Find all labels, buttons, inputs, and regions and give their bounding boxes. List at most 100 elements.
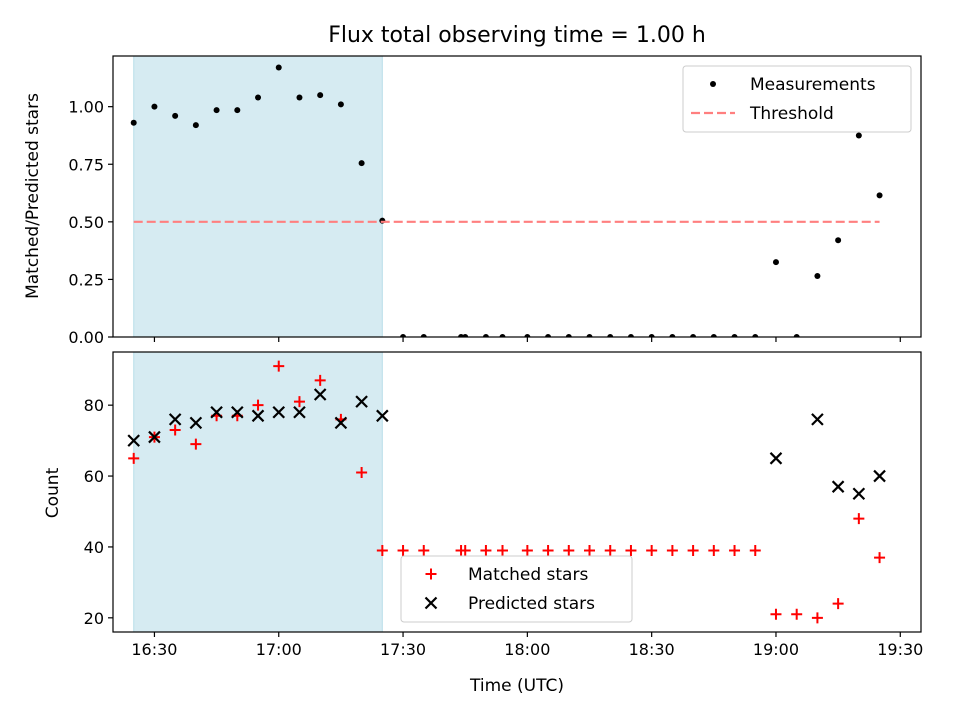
top-y-axis-label: Matched/Predicted stars: [23, 93, 43, 299]
bottom-predicted-stars-point-9: [313, 388, 327, 401]
top-legend-threshold-label: Threshold: [749, 104, 834, 124]
bottom-matched-stars-point-17: [480, 544, 492, 556]
bottom-matched-stars-point-23: [604, 544, 616, 556]
bottom-legend-matched-stars-label: Matched stars: [468, 565, 588, 585]
bottom-matched-stars-point-3: [190, 438, 202, 450]
bottom-predicted-stars-point-15: [831, 480, 845, 493]
bottom-predicted-stars-point-17: [873, 469, 886, 483]
bottom-predicted-stars-point-12: [376, 409, 389, 423]
top-panel: Matched/Predicted stars 0.00 0.25 0.50 0.75…: [23, 55, 922, 347]
top-measurements-point-16: [462, 334, 469, 337]
top-measurements-point-10: [337, 101, 344, 108]
top-y-tick-label-1: 0.25: [68, 270, 104, 289]
top-y-tick-label-2: 0.50: [68, 213, 104, 232]
bottom-matched-stars-point-34: [832, 598, 844, 610]
bottom-predicted-stars-point-4: [210, 405, 223, 419]
bottom-predicted-stars-point-1: [148, 430, 161, 444]
bottom-predicted-stars-point-0: [127, 434, 140, 447]
bottom-matched-stars-point-27: [687, 544, 699, 556]
bottom-matched-stars-point-12: [376, 544, 388, 556]
top-measurements-point-7: [275, 64, 282, 71]
bottom-matched-stars-point-13: [397, 544, 409, 556]
bottom-predicted-stars-point-8: [293, 405, 306, 419]
x-tick-label-4: 18:30: [629, 640, 675, 659]
top-measurements-point-19: [524, 334, 531, 337]
top-y-tick-label-4: 1.00: [68, 98, 104, 117]
bottom-matched-stars-point-33: [811, 612, 823, 624]
top-measurements-point-1: [151, 103, 158, 110]
top-measurements-point-36: [876, 192, 883, 199]
bottom-y-tick-label-2: 60: [84, 467, 104, 486]
bottom-legend-predicted-stars-swatch: [424, 596, 438, 610]
top-measurements-point-32: [793, 334, 800, 337]
bottom-matched-stars-point-20: [542, 544, 554, 556]
bottom-matched-stars-point-24: [625, 544, 637, 556]
top-axes-frame: [112, 55, 922, 338]
bottom-legend-matched-stars-swatch: [425, 568, 437, 580]
bottom-legend-predicted-stars-label: Predicted stars: [468, 594, 595, 614]
bottom-shaded-span: [133, 351, 383, 633]
bottom-legend-box: [400, 555, 633, 623]
bottom-axes-frame: [112, 351, 922, 633]
bottom-matched-stars-point-16: [459, 544, 471, 556]
top-measurements-point-21: [565, 334, 572, 337]
bottom-legend: Matched stars Predicted stars: [400, 555, 633, 623]
top-measurements-point-31: [772, 259, 779, 266]
top-measurements-point-2: [172, 112, 179, 119]
bottom-matched-stars-point-11: [356, 467, 368, 479]
bottom-matched-stars-point-14: [418, 544, 430, 556]
top-measurements-point-4: [213, 107, 220, 114]
top-measurements-point-29: [731, 334, 738, 337]
top-measurements-point-6: [255, 94, 262, 101]
bottom-matched-stars-point-2: [169, 424, 181, 436]
top-measurements-point-23: [607, 334, 614, 337]
bottom-predicted-stars-point-13: [769, 452, 783, 465]
top-measurements-point-27: [690, 334, 697, 337]
bottom-matched-stars-point-26: [666, 544, 678, 556]
top-y-tick-label-3: 0.75: [68, 155, 104, 174]
top-y-tick-label-0: 0.00: [68, 328, 104, 347]
bottom-matched-stars-point-18: [496, 544, 508, 556]
top-measurements-point-26: [669, 334, 676, 337]
top-legend-measurements-swatch: [710, 81, 716, 87]
bottom-matched-stars-point-22: [584, 544, 596, 556]
top-measurements-point-24: [627, 334, 634, 337]
bottom-matched-stars-point-25: [646, 544, 658, 556]
top-measurements-point-3: [192, 122, 199, 129]
bottom-matched-stars-point-0: [128, 452, 140, 464]
top-legend: Measurements Threshold: [682, 65, 912, 133]
top-measurements-point-28: [710, 334, 717, 337]
bottom-predicted-stars-point-14: [811, 413, 824, 426]
top-measurements-point-25: [648, 334, 655, 337]
x-tick-label-3: 18:00: [504, 640, 550, 659]
bottom-matched-stars-point-21: [563, 544, 575, 556]
top-legend-measurements-label: Measurements: [750, 75, 876, 95]
bottom-matched-stars-point-28: [708, 544, 720, 556]
top-measurements-point-14: [420, 334, 427, 337]
top-measurements-point-8: [296, 94, 303, 101]
bottom-panel: Count 16:30 17:00 17:30 18:00 18:30 19:00 19:3…: [43, 351, 923, 659]
bottom-matched-stars-point-9: [314, 374, 326, 386]
x-tick-label-6: 19:30: [877, 640, 923, 659]
top-measurements-point-5: [234, 107, 241, 114]
top-data-layer: [130, 64, 883, 337]
top-measurements-point-20: [545, 334, 552, 337]
top-legend-box: [682, 65, 912, 133]
bottom-matched-stars-point-36: [874, 552, 886, 564]
top-measurements-point-0: [130, 119, 137, 126]
x-tick-label-1: 17:00: [256, 640, 302, 659]
bottom-predicted-stars-point-3: [189, 416, 203, 430]
bottom-matched-stars-point-29: [729, 544, 741, 556]
bottom-matched-stars-point-32: [791, 608, 803, 620]
bottom-predicted-stars-point-2: [168, 413, 182, 426]
bottom-matched-stars-point-6: [252, 399, 264, 411]
top-measurements-point-34: [835, 237, 842, 244]
bottom-matched-stars-point-7: [273, 360, 285, 372]
top-measurements-point-30: [752, 334, 759, 337]
bottom-y-tick-label-1: 40: [84, 538, 104, 557]
top-measurements-point-35: [855, 132, 862, 139]
x-axis-label: Time (UTC): [469, 676, 564, 696]
chart-title: Flux total observing time = 1.00 h: [328, 23, 706, 48]
bottom-predicted-stars-point-11: [355, 395, 368, 408]
